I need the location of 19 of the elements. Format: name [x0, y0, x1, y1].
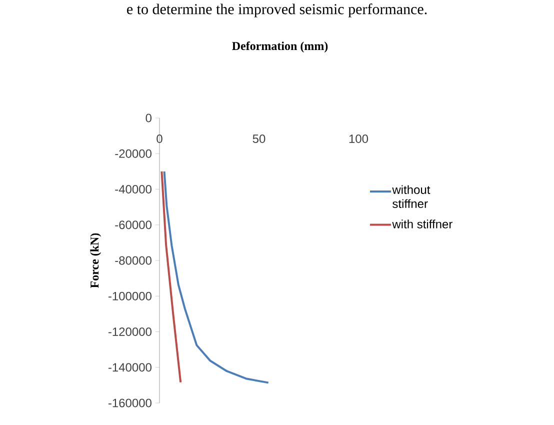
line-series [160, 170, 182, 384]
y-tick-label: -80000 [115, 256, 152, 265]
legend-label: without stiffner [392, 185, 430, 208]
line-series [163, 170, 270, 384]
y-tick-label: -60000 [115, 220, 152, 230]
y-tick-label: -100000 [108, 292, 152, 300]
chart-title: Deformation (mm) [232, 41, 328, 52]
x-tick-label: 0 [156, 134, 162, 144]
y-tick-label: -20000 [115, 149, 152, 158]
x-tick-label: 50 [252, 134, 266, 144]
text: e to determine the improved seismic performance. [127, 4, 427, 18]
y-axis-title: Force (kN) [90, 233, 102, 288]
y-tick-label: 0 [146, 114, 152, 122]
y-tick-label: -140000 [108, 363, 152, 372]
y-tick-label: -40000 [115, 184, 152, 194]
x-tick-label: 100 [349, 134, 368, 144]
y-tick-label: -160000 [108, 398, 152, 408]
legend-label: with stiffner [392, 220, 452, 228]
y-tick-label: -120000 [108, 327, 152, 336]
